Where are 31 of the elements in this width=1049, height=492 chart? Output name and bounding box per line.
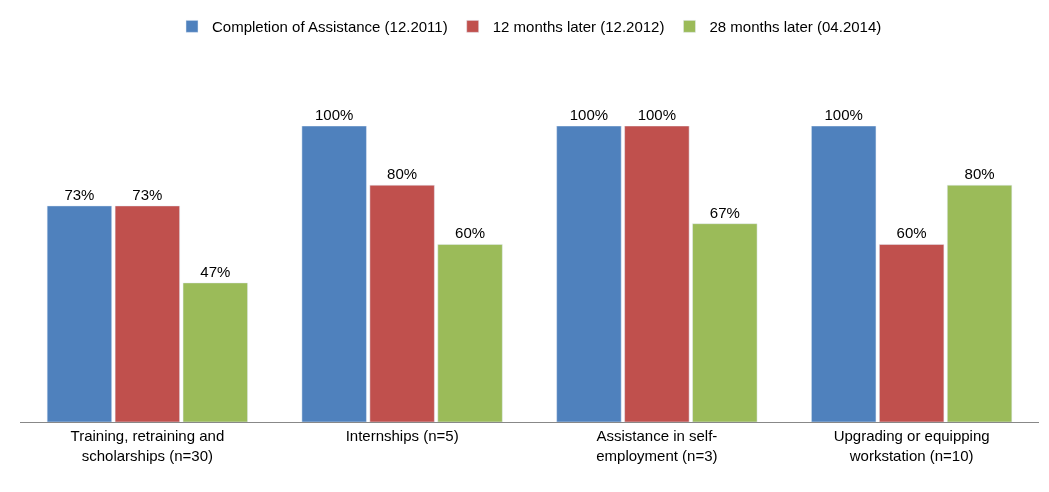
- data-label: 100%: [315, 106, 354, 123]
- legend-label: Completion of Assistance (12.2011): [212, 18, 448, 36]
- bar: [369, 184, 435, 422]
- legend-label: 12 months later (12.2012): [492, 18, 665, 36]
- data-label: 73%: [132, 185, 163, 203]
- x-tick-label: Upgrading or equipping workstation (n=10): [833, 427, 990, 464]
- bar: [437, 244, 503, 422]
- data-label: 73%: [64, 185, 95, 203]
- bar: [556, 126, 622, 422]
- data-label: 67%: [709, 203, 740, 221]
- data-label: 100%: [824, 106, 863, 123]
- data-label: 100%: [637, 106, 677, 123]
- bar: [301, 126, 367, 422]
- data-label: 80%: [387, 165, 418, 183]
- x-tick-label: Training, retraining and scholarships (n=30): [70, 427, 225, 464]
- data-label: 60%: [455, 224, 486, 242]
- bar: [114, 205, 180, 422]
- x-tick-label: Assistance in self- employment (n=3): [596, 427, 718, 464]
- bar: [879, 244, 945, 422]
- bar: [947, 184, 1013, 422]
- bar: [46, 205, 112, 422]
- bar: [182, 282, 248, 422]
- bar: [624, 126, 690, 422]
- data-label: 60%: [896, 224, 927, 242]
- bar: [811, 126, 877, 422]
- data-label: 100%: [569, 106, 609, 123]
- bar: [692, 223, 758, 422]
- x-tick-label: Internships (n=5): [345, 427, 459, 444]
- data-label: 80%: [964, 165, 995, 183]
- legend-label: 28 months later (04.2014): [709, 18, 882, 36]
- data-label: 47%: [200, 262, 231, 280]
